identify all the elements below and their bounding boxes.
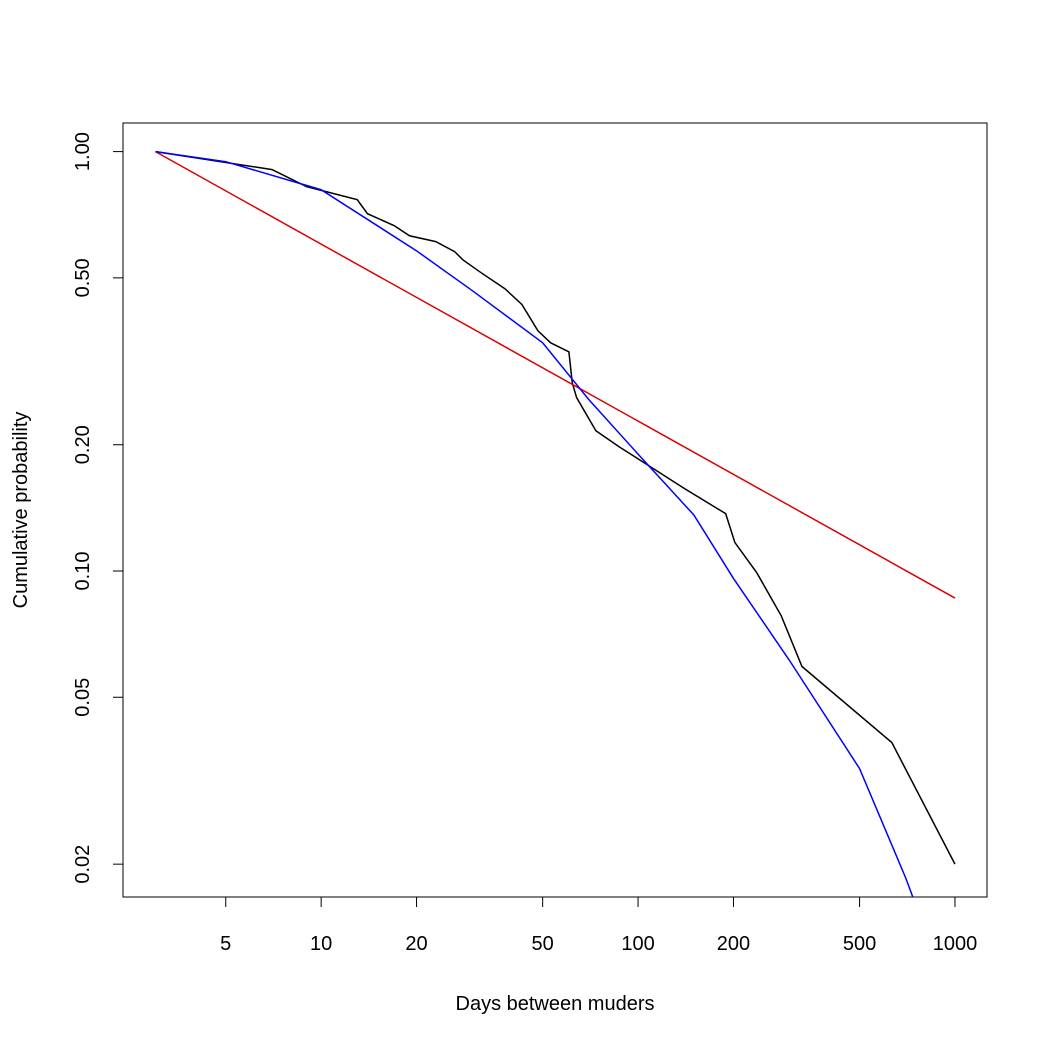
y-tick-label: 0.10 bbox=[72, 552, 94, 591]
y-tick-label: 0.05 bbox=[72, 678, 94, 717]
x-tick-label: 1000 bbox=[933, 933, 978, 955]
x-tick-label: 200 bbox=[717, 933, 750, 955]
data-line bbox=[155, 150, 956, 599]
y-tick-label: 0.50 bbox=[72, 258, 94, 297]
plot-area bbox=[155, 150, 956, 897]
x-tick-label: 20 bbox=[405, 933, 427, 955]
plot-frame bbox=[122, 122, 988, 898]
x-axis-label: Days between muders bbox=[456, 993, 655, 1015]
y-tick-label: 0.20 bbox=[72, 425, 94, 464]
x-tick-label: 100 bbox=[621, 933, 654, 955]
data-line bbox=[155, 150, 956, 865]
y-tick-label: 0.02 bbox=[72, 845, 94, 884]
x-tick-label: 5 bbox=[220, 933, 231, 955]
data-line bbox=[155, 150, 914, 897]
y-tick-label: 1.00 bbox=[72, 132, 94, 171]
y-axis-label: Cumulative probability bbox=[10, 412, 32, 609]
x-tick-label: 50 bbox=[532, 933, 554, 955]
x-tick-label: 500 bbox=[843, 933, 876, 955]
x-tick-label: 10 bbox=[310, 933, 332, 955]
